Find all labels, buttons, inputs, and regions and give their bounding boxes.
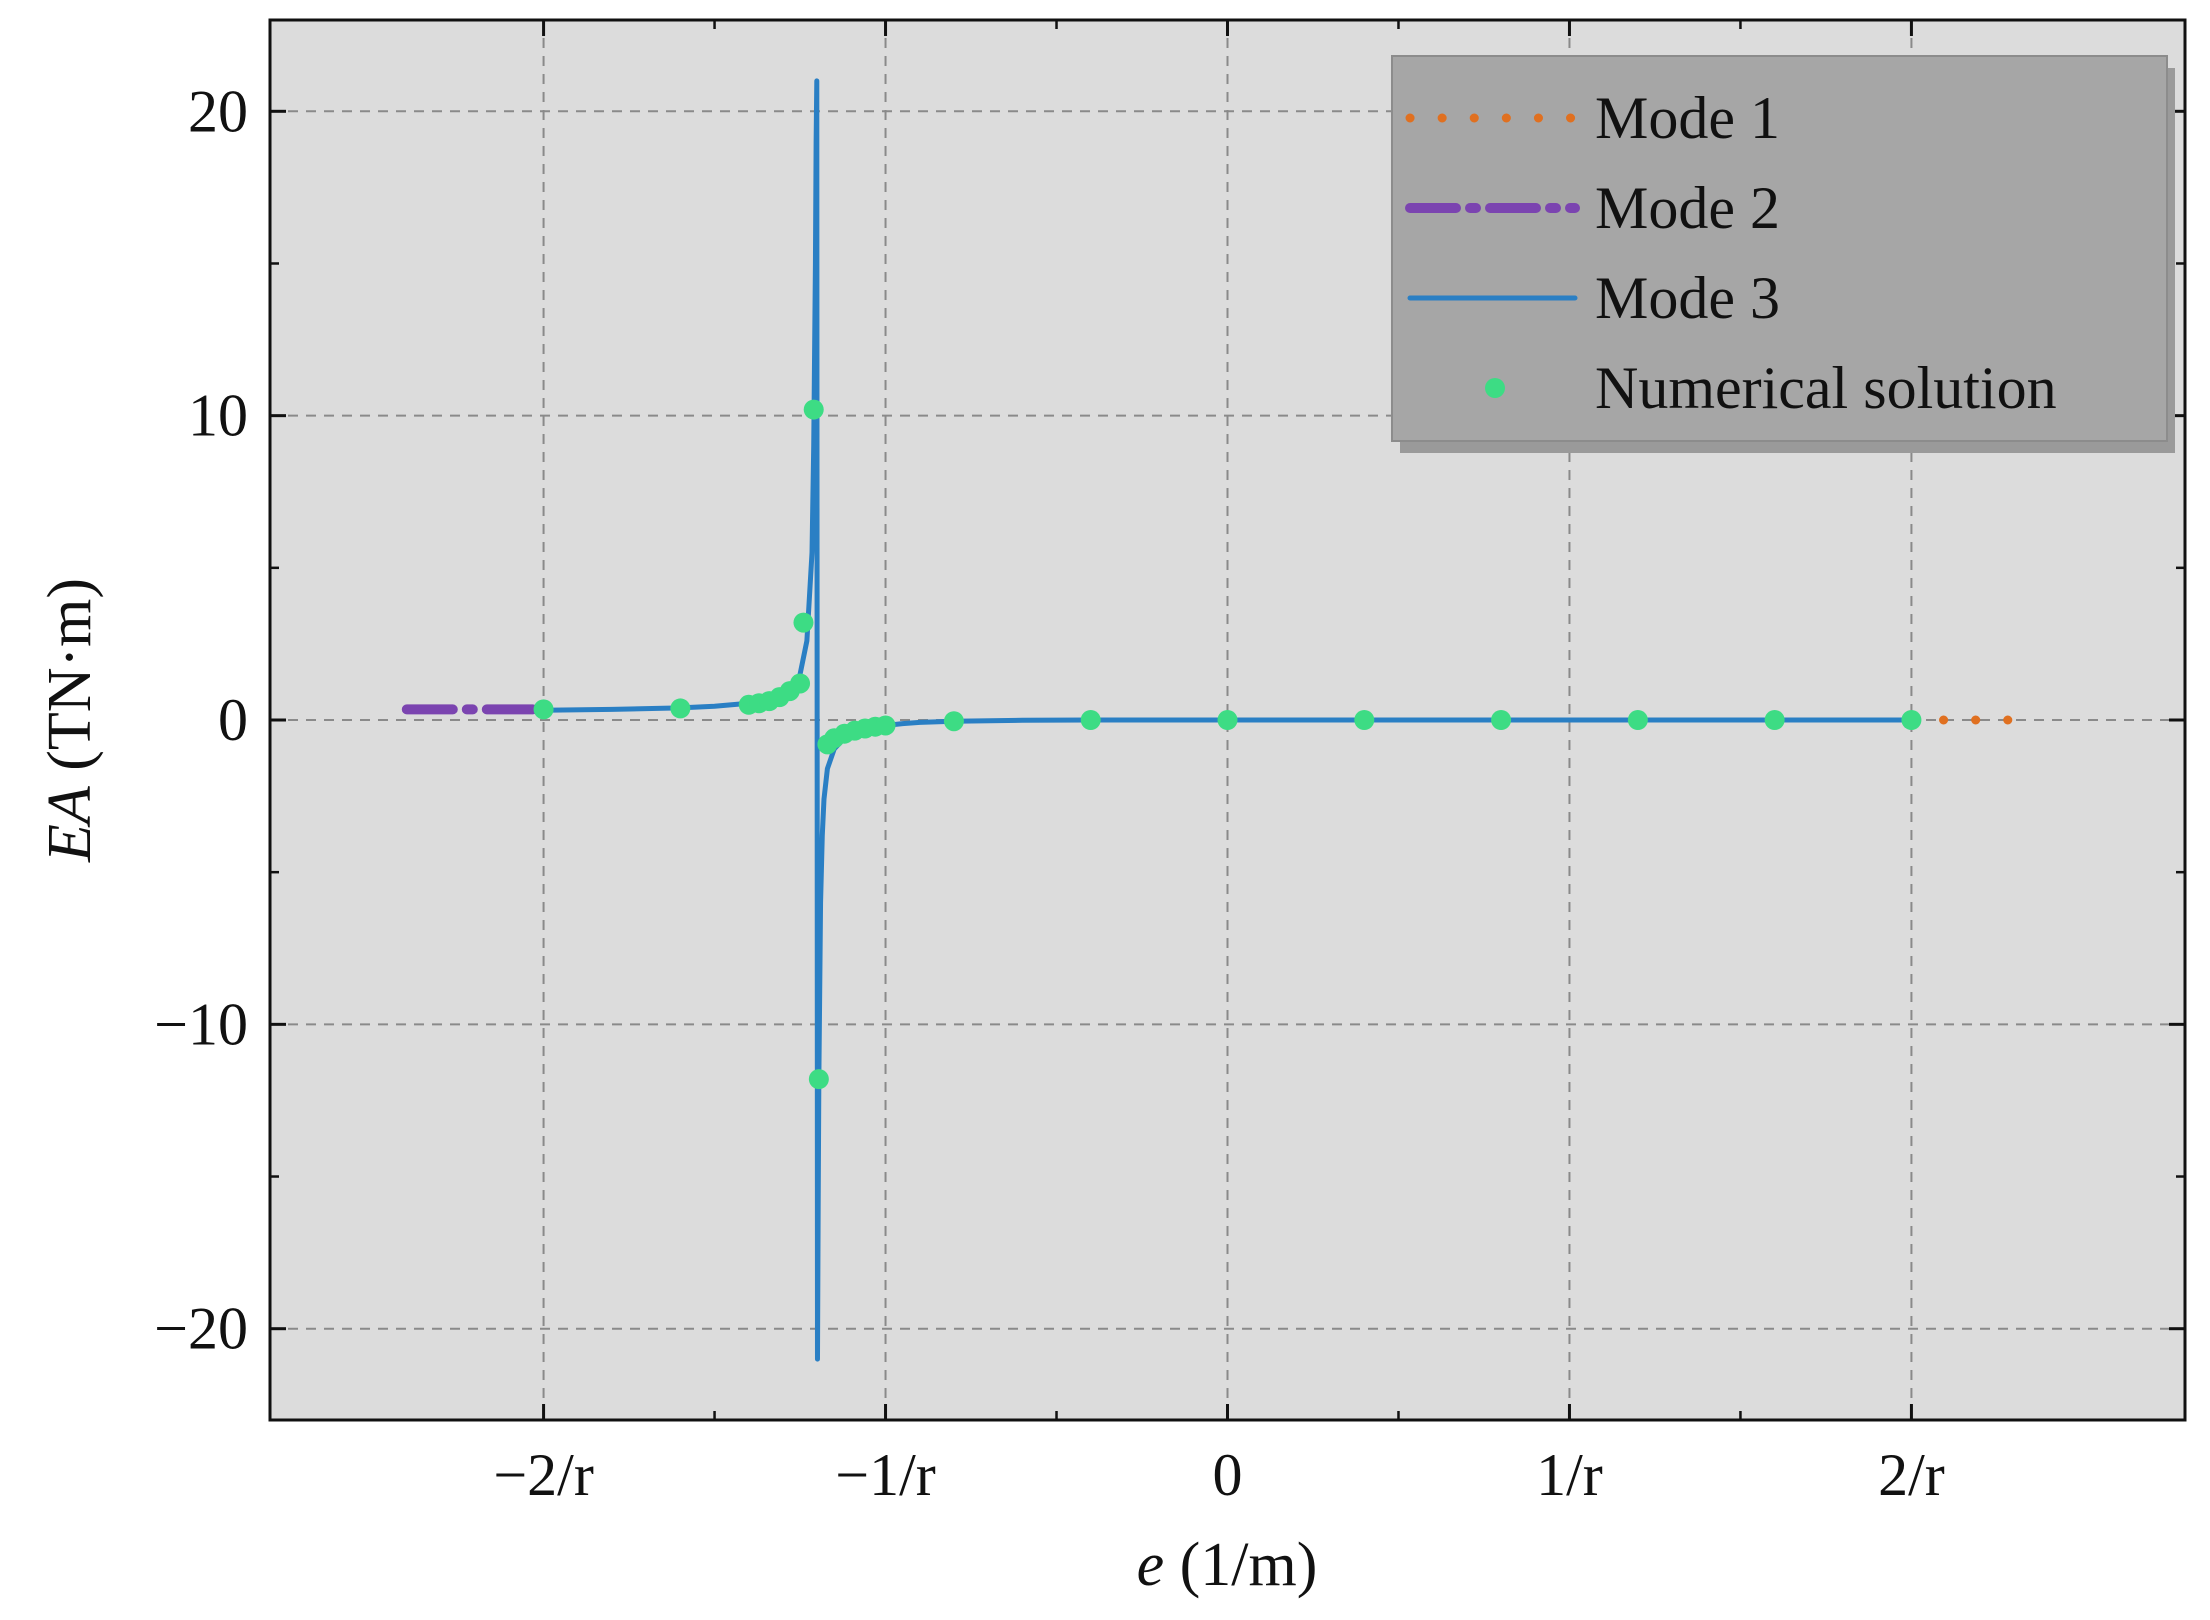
x-tick-labels: −2/r −1/r 0 1/r 2/r [493,1442,1944,1508]
legend-label-numerical-solution: Numerical solution [1595,355,2057,421]
data-point [1627,710,1648,730]
y-tick-label: 20 [188,78,248,144]
series-layer [401,78,2036,1362]
y-tick-labels: 20 10 0 −10 −20 [154,78,248,1361]
y-tick-label: −20 [154,1296,248,1362]
x-axis-title-unit: (1/m) [1164,1531,1317,1599]
legend-swatch-numerical-solution [1485,378,1505,398]
data-point [803,399,824,420]
data-point [1217,710,1238,730]
data-point [1080,710,1101,730]
axis-ticks [270,20,2185,1420]
legend-items: Mode 1 Mode 2 Mode 3 Numerical solution [1405,85,2057,421]
y-tick-label: 10 [188,383,248,449]
x-tick-label: 1/r [1536,1442,1603,1508]
data-point [1764,710,1785,730]
legend-label-mode-3: Mode 3 [1595,265,1780,331]
data-point [790,673,811,694]
data-point [1354,710,1375,730]
legend-item-mode-3: Mode 3 [1407,265,1780,331]
legend: Mode 1 Mode 2 Mode 3 Numerical solution [1391,55,2175,453]
data-point [670,698,691,719]
y-axis-title-unit: (TN·m) [36,578,104,786]
x-tick-label: −1/r [835,1442,936,1508]
x-axis-title-symbol: e [1137,1531,1165,1599]
legend-label-mode-1: Mode 1 [1595,85,1780,151]
data-point [793,612,814,633]
y-axis-title: EA (TN·m) [36,578,104,863]
y-axis-title-symbol: EA [36,785,104,863]
data-point [533,699,554,720]
data-point [1491,710,1512,730]
data-point [808,1069,829,1090]
x-tick-label: −2/r [493,1442,594,1508]
legend-box [1391,55,2168,442]
data-point [1901,710,1922,730]
data-point [875,715,896,736]
series-numerical-solution [533,399,1922,1090]
x-tick-label: 2/r [1878,1442,1945,1508]
y-tick-label: −10 [154,991,248,1057]
data-point [943,711,964,732]
legend-label-mode-2: Mode 2 [1595,175,1780,241]
x-tick-label: 0 [1213,1442,1243,1508]
y-tick-label: 0 [218,687,248,753]
legend-item-mode-2: Mode 2 [1405,175,1780,241]
x-axis-title: e (1/m) [1137,1531,1318,1599]
legend-item-mode-1: Mode 1 [1405,85,1780,151]
legend-item-numerical-solution: Numerical solution [1485,355,2057,421]
